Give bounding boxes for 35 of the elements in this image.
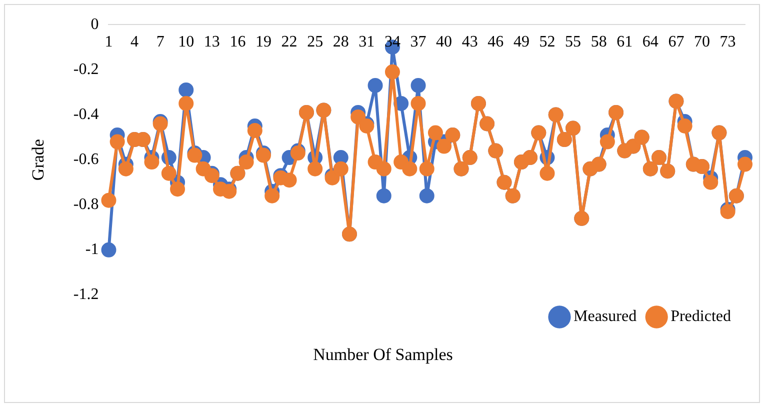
- y-tick-label: 0: [90, 16, 99, 33]
- x-tick-label: 40: [436, 33, 452, 50]
- x-tick-label: 22: [281, 33, 298, 50]
- x-tick-label: 10: [178, 33, 194, 50]
- x-tick-label: 70: [694, 33, 710, 50]
- x-tick-label: 58: [590, 33, 607, 50]
- x-tick-label: 43: [462, 33, 478, 50]
- x-tick-label: 37: [410, 33, 426, 50]
- x-tick-label: 46: [488, 33, 504, 50]
- y-tick-label: -0.2: [73, 60, 99, 78]
- x-tick-label: 1: [104, 33, 113, 50]
- legend-label: Measured: [573, 308, 637, 326]
- y-tick-label: -1: [85, 241, 99, 258]
- legend-label: Predicted: [670, 308, 731, 326]
- x-tick-label: 7: [156, 33, 164, 50]
- y-tick-label: -1.2: [73, 286, 99, 304]
- x-axis-title: Number Of Samples: [312, 345, 454, 365]
- x-tick-label: 49: [513, 33, 530, 50]
- x-tick-label: 31: [358, 33, 375, 50]
- y-tick-label: -0.6: [73, 151, 99, 168]
- x-tick-label: 13: [204, 33, 220, 50]
- y-axis-title: Grade: [28, 139, 48, 181]
- x-tick-label: 28: [332, 33, 349, 50]
- x-tick-label: 61: [616, 33, 633, 50]
- y-tick-label: -0.8: [73, 196, 99, 214]
- x-tick-label: 4: [130, 33, 139, 50]
- x-tick-label: 16: [230, 33, 246, 50]
- x-tick-label: 25: [307, 33, 324, 50]
- x-tick-label: 64: [642, 33, 658, 50]
- y-tick-label: -0.4: [73, 106, 99, 123]
- x-tick-label: 55: [565, 33, 582, 50]
- x-tick-label: 52: [539, 33, 556, 50]
- x-tick-label: 19: [255, 33, 272, 50]
- x-tick-label: 73: [720, 33, 736, 50]
- x-tick-label: 67: [668, 33, 684, 50]
